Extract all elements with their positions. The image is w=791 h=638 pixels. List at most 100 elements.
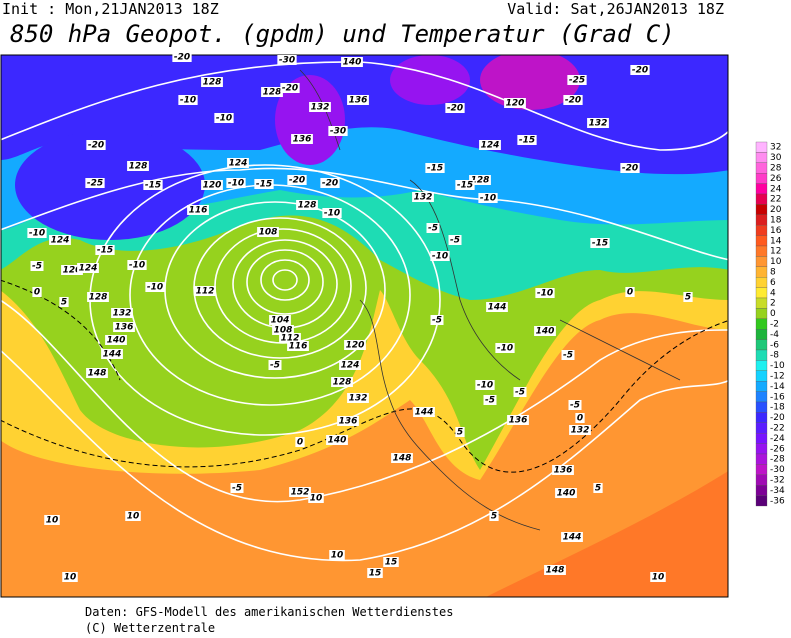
temperature-label: 10	[652, 573, 665, 583]
label-box	[445, 103, 465, 113]
colorbar-label: 14	[770, 236, 782, 246]
label-box	[187, 205, 209, 215]
geopotential-label: 132	[113, 309, 132, 319]
geopotential-label: 132	[349, 394, 368, 404]
temperature-label: 15	[369, 569, 382, 579]
colorbar-label: -10	[770, 361, 785, 371]
label-box	[30, 261, 44, 271]
geopotential-label: 128	[203, 78, 222, 88]
label-box	[483, 395, 497, 405]
temperature-label: -10	[147, 283, 163, 293]
temperature-label: -20	[447, 104, 463, 114]
label-box	[544, 565, 566, 575]
label-box	[125, 511, 141, 521]
temperature-label: -10	[432, 252, 448, 262]
colorbar-cell	[755, 183, 768, 195]
label-box	[326, 435, 348, 445]
label-box	[101, 349, 123, 359]
colorbar-label: -36	[770, 496, 785, 506]
colorbar-cell	[755, 433, 768, 444]
temperature-label: 5	[61, 298, 67, 308]
label-box	[111, 308, 133, 318]
geopotential-label: 128	[333, 378, 352, 388]
colorbar-label: -32	[770, 476, 785, 486]
geopotential-label: 128	[129, 162, 148, 172]
temperature-label: 5	[491, 512, 497, 522]
temperature-label: 5	[595, 484, 601, 494]
geopotential-label: 128	[263, 88, 282, 98]
colorbar-cell	[755, 443, 768, 455]
footer-line: Daten: GFS-Modell des amerikanischen Wet…	[85, 605, 453, 619]
colorbar-label: -20	[770, 413, 785, 423]
map	[1, 55, 728, 597]
temperature-label: 0	[34, 288, 40, 298]
colorbar-cell	[755, 401, 768, 413]
label-box	[277, 55, 297, 65]
colorbar-label: -26	[770, 444, 785, 454]
label-box	[127, 161, 149, 171]
temperature-label: 0	[577, 414, 583, 424]
label-box	[59, 297, 69, 307]
label-box	[254, 179, 274, 189]
label-box	[280, 83, 300, 93]
colorbar-label: -16	[770, 392, 785, 402]
label-box	[85, 178, 105, 188]
label-box	[567, 75, 587, 85]
colorbar-label: 30	[770, 153, 782, 163]
temperature-label: 5	[457, 428, 463, 438]
geopotential-label: 144	[563, 533, 582, 543]
geopotential-label: 140	[328, 436, 347, 446]
temperature-label: -30	[330, 127, 346, 137]
colorbar-cell	[755, 256, 768, 267]
colorbar-cell	[755, 193, 768, 205]
label-box	[279, 333, 301, 343]
label-box	[412, 192, 434, 202]
label-box	[383, 557, 399, 567]
geopotential-label: 124	[51, 236, 70, 246]
geopotential-label: 148	[88, 369, 107, 379]
colorbar-cell	[755, 329, 768, 340]
geopotential-label: 128	[471, 176, 490, 186]
label-box	[289, 487, 311, 497]
geopotential-label: 136	[293, 135, 312, 145]
colorbar-label: 18	[770, 216, 782, 226]
temperature-label: 10	[310, 494, 323, 504]
label-box	[630, 65, 650, 75]
geopotential-label: 140	[343, 58, 362, 68]
geopotential-label: 108	[259, 228, 278, 238]
temperature-label: -5	[270, 361, 280, 371]
label-box	[448, 235, 462, 245]
colorbar-label: -8	[770, 351, 779, 361]
temperature-label: -25	[87, 179, 103, 189]
label-box	[105, 335, 127, 345]
temperature-label: -20	[88, 141, 104, 151]
label-box	[347, 393, 369, 403]
colorbar-cell	[755, 308, 768, 319]
colorbar-cell	[755, 204, 768, 215]
temperature-label: -15	[97, 246, 113, 256]
geopotential-label: 144	[103, 350, 122, 360]
label-box	[587, 118, 609, 128]
temperature-label: -10	[129, 261, 145, 271]
label-box	[337, 416, 359, 426]
temperature-label: -10	[228, 179, 244, 189]
label-box	[344, 340, 366, 350]
temperature-label: -5	[563, 351, 573, 361]
geopotential-label: 136	[509, 416, 528, 426]
colorbar-label: 6	[770, 278, 776, 288]
colorbar-cell	[755, 152, 768, 163]
colorbar-cell	[755, 225, 768, 236]
temperature-label: -10	[180, 96, 196, 106]
colorbar-label: 22	[770, 195, 781, 205]
very-cold-field	[390, 55, 470, 105]
colorbar-cell	[755, 370, 768, 382]
colorbar-label: 8	[770, 268, 776, 278]
label-box	[590, 238, 610, 248]
label-box	[331, 377, 353, 387]
colorbar-cell	[755, 422, 768, 434]
label-box	[568, 400, 582, 410]
geopotential-label: 152	[291, 488, 310, 498]
label-box	[320, 178, 340, 188]
geopotential-label: 124	[79, 264, 98, 274]
geopotential-label: 148	[546, 566, 565, 576]
